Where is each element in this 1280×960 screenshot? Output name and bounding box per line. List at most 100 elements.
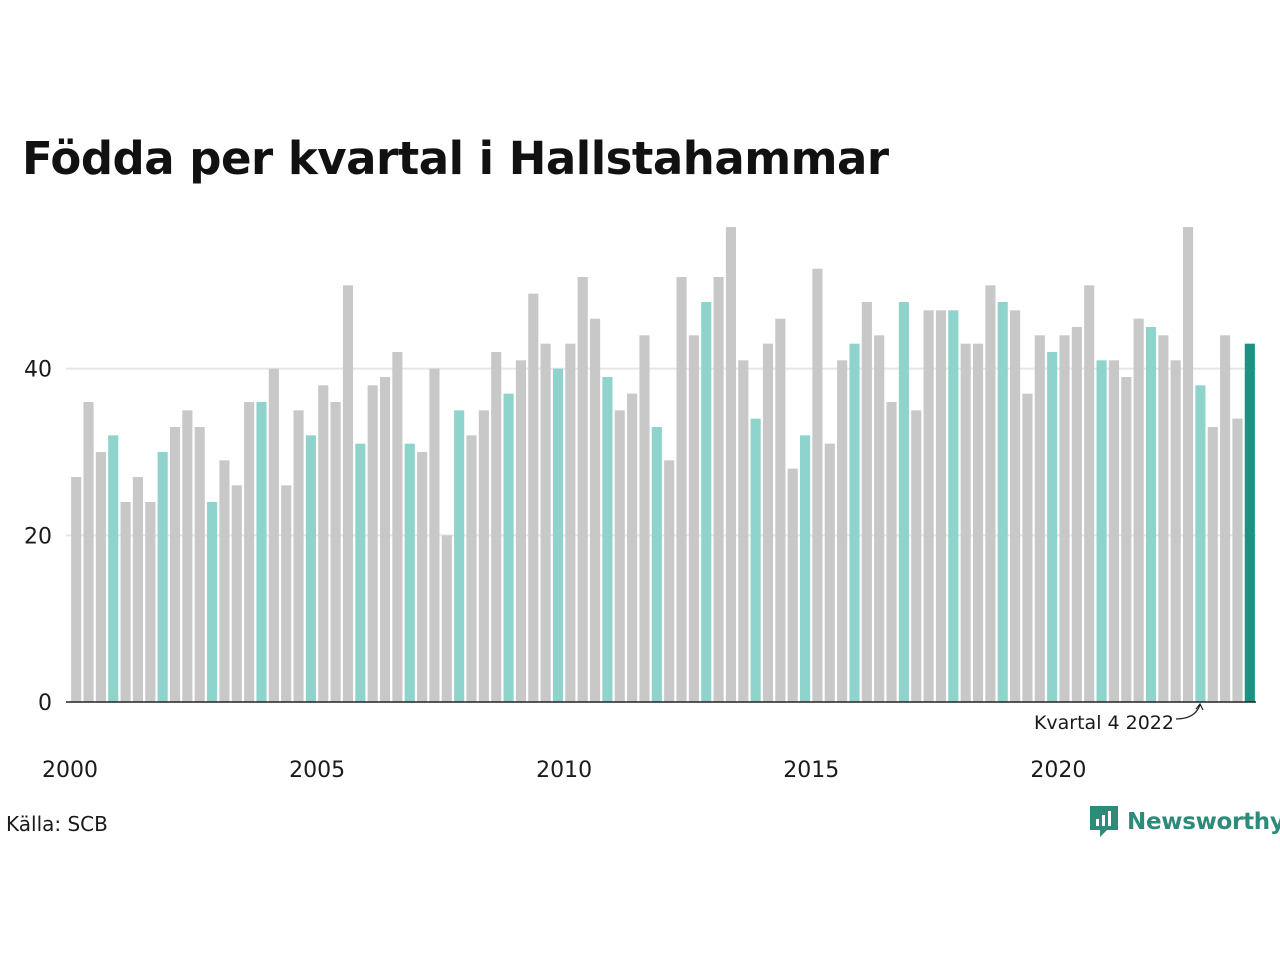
bar	[132, 477, 144, 702]
bar	[1244, 343, 1255, 702]
y-tick-label: 0	[38, 691, 52, 716]
annotation-label: Kvartal 4 2022	[1034, 712, 1174, 734]
bar	[1220, 335, 1231, 702]
bar	[256, 402, 267, 702]
bar	[750, 418, 761, 702]
bar	[898, 302, 909, 702]
bar	[1195, 385, 1206, 702]
bar	[108, 435, 119, 702]
bar	[95, 452, 106, 702]
bar	[713, 277, 724, 702]
y-tick-label: 40	[24, 358, 52, 383]
bar	[775, 318, 786, 702]
bar	[725, 227, 737, 702]
bar	[1170, 360, 1181, 702]
bar	[71, 477, 82, 702]
bar	[244, 402, 255, 702]
bar	[120, 502, 131, 702]
bar	[762, 343, 774, 702]
brand-name: Newsworthy	[1127, 809, 1280, 835]
bar	[219, 460, 230, 702]
bar	[392, 352, 403, 702]
bar	[404, 443, 415, 702]
bar	[923, 310, 934, 702]
bar	[540, 343, 551, 702]
bar	[1108, 360, 1119, 702]
bar	[688, 335, 699, 702]
x-tick-label: 2005	[289, 758, 345, 783]
bar	[417, 452, 428, 702]
bar	[627, 393, 638, 702]
bar	[960, 343, 971, 702]
bar	[911, 410, 922, 702]
bar	[1084, 285, 1095, 702]
bar	[1022, 393, 1033, 702]
bar	[1133, 318, 1144, 702]
bar	[379, 377, 391, 702]
bar	[1158, 335, 1169, 702]
newsworthy-icon	[1090, 806, 1118, 837]
bar	[997, 302, 1008, 702]
bar	[1232, 418, 1243, 702]
bar	[503, 393, 514, 702]
bar	[602, 377, 613, 702]
bars	[71, 227, 1255, 702]
source-credit: Källa: SCB	[6, 812, 108, 836]
bar	[515, 360, 526, 702]
bar	[145, 502, 156, 702]
bar	[552, 368, 564, 702]
bar	[874, 335, 885, 702]
bar	[738, 360, 749, 702]
bar	[676, 277, 687, 702]
bar	[664, 460, 675, 702]
bar	[1121, 377, 1132, 702]
bar	[972, 343, 984, 702]
bar	[651, 427, 662, 702]
bar	[589, 318, 601, 702]
bar	[342, 285, 354, 702]
bar	[1145, 327, 1157, 702]
bar	[935, 310, 947, 702]
x-tick-label: 2020	[1030, 758, 1086, 783]
annotation-arrow	[1175, 704, 1201, 720]
y-tick-label: 20	[24, 524, 52, 549]
annotation-arrowhead	[1195, 702, 1204, 711]
x-tick-label: 2010	[536, 758, 592, 783]
bar	[1059, 335, 1070, 702]
bar	[318, 385, 329, 702]
brand-logo[interactable]: Newsworthy	[1088, 804, 1280, 840]
bar	[367, 385, 378, 702]
bar	[985, 285, 996, 702]
bar	[614, 410, 625, 702]
bar	[565, 343, 576, 702]
bar	[182, 410, 193, 702]
bar	[800, 435, 811, 702]
bar	[577, 277, 588, 702]
bar	[837, 360, 848, 702]
bar	[787, 468, 798, 702]
bar	[824, 443, 835, 702]
bar	[454, 410, 465, 702]
bar	[1034, 335, 1045, 702]
bar	[639, 335, 650, 702]
bar	[441, 535, 452, 702]
bar	[268, 368, 279, 702]
bar	[355, 443, 366, 702]
bar	[194, 427, 205, 702]
bar	[207, 502, 218, 702]
bar	[429, 368, 440, 702]
bar	[948, 310, 959, 702]
x-tick-label: 2000	[42, 758, 98, 783]
bar	[1047, 352, 1058, 702]
bar	[491, 352, 502, 702]
bar	[1207, 427, 1218, 702]
bar	[886, 402, 897, 702]
bar	[231, 485, 242, 702]
annotation: Kvartal 4 2022	[1034, 702, 1204, 734]
bar	[1096, 360, 1107, 702]
bar	[293, 410, 304, 702]
chart-title: Födda per kvartal i Hallstahammar	[22, 132, 889, 185]
bar	[812, 268, 823, 702]
bar	[478, 410, 489, 702]
